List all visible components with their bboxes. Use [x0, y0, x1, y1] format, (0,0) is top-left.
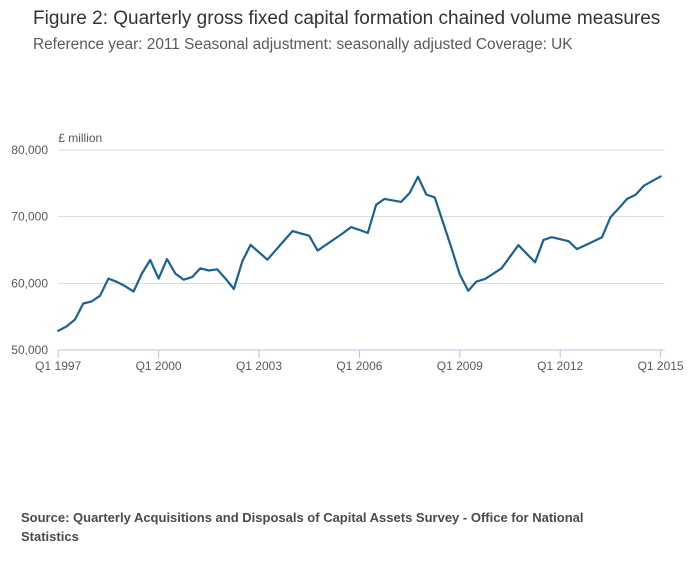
svg-text:Q1 1997: Q1 1997: [35, 359, 81, 373]
svg-text:60,000: 60,000: [11, 276, 48, 290]
svg-text:Q1 2009: Q1 2009: [437, 359, 483, 373]
svg-text:Q1 2015: Q1 2015: [638, 359, 684, 373]
svg-text:Q1 2006: Q1 2006: [336, 359, 382, 373]
svg-text:Q1 2003: Q1 2003: [236, 359, 282, 373]
svg-text:80,000: 80,000: [11, 143, 48, 157]
svg-text:70,000: 70,000: [11, 210, 48, 224]
svg-text:Q1 2012: Q1 2012: [537, 359, 583, 373]
svg-text:Q1 2000: Q1 2000: [136, 359, 182, 373]
svg-text:£ million: £ million: [58, 131, 102, 145]
svg-text:50,000: 50,000: [11, 343, 48, 357]
